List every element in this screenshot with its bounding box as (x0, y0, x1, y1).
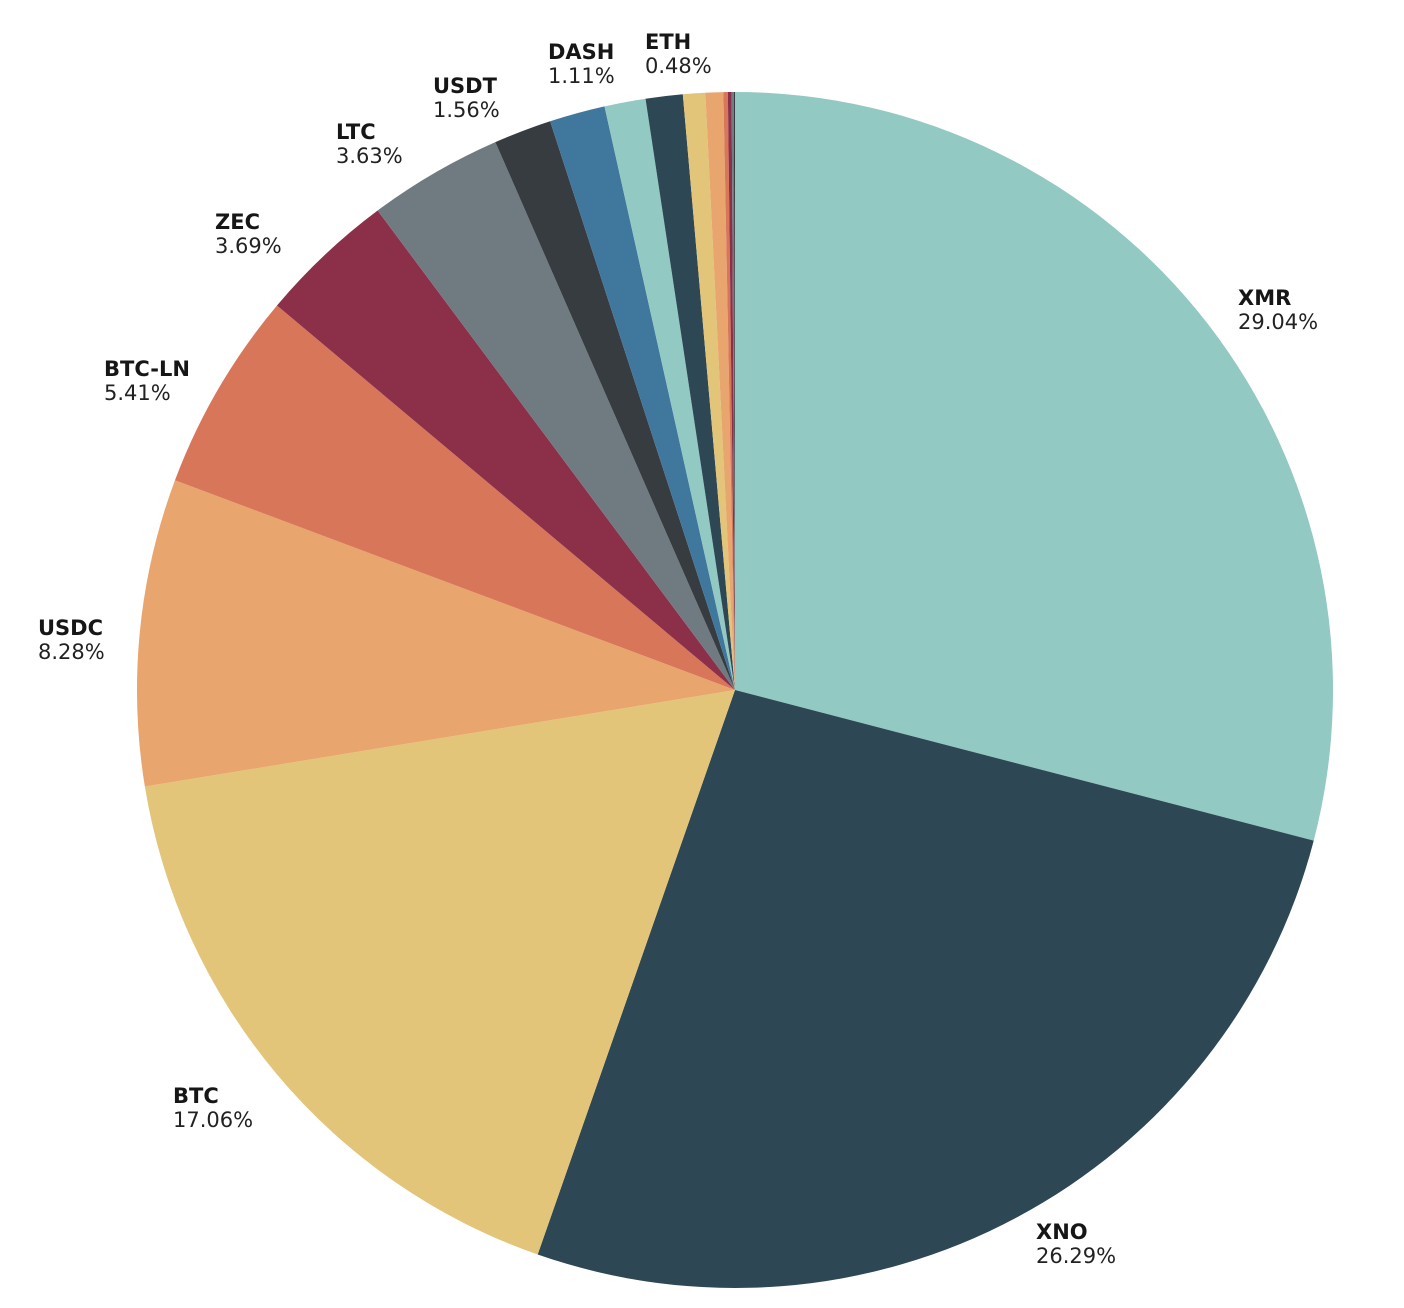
label-dash: DASH 1.11% (548, 40, 615, 88)
label-name: XNO (1036, 1220, 1088, 1244)
pie-slice-usdt (495, 121, 735, 691)
label-percent: 17.06% (173, 1108, 254, 1132)
pie-slice-xmr (735, 92, 1334, 841)
label-name: USDT (433, 74, 497, 98)
label-btc: BTC 17.06% (173, 1084, 253, 1132)
pie-slice-other-16 (733, 91, 735, 690)
pie-slice-other-10 (645, 94, 735, 690)
pie-slice-usdc (137, 480, 736, 787)
label-name: LTC (336, 120, 376, 144)
label-percent: 3.63% (336, 144, 403, 168)
pie-slice-zec (276, 210, 735, 690)
pie-slice-other-8 (550, 106, 735, 690)
label-percent: 26.29% (1036, 1244, 1117, 1268)
label-name: BTC (173, 1084, 219, 1108)
pie-slice-other-11 (682, 92, 735, 691)
label-name: ZEC (215, 210, 260, 234)
pie-slice-btc-ln (174, 305, 736, 690)
label-percent: 1.56% (433, 98, 500, 122)
pie-slice-eth (705, 92, 735, 691)
pie-slice-other-15 (731, 92, 735, 690)
label-percent: 8.28% (38, 640, 105, 664)
label-name: DASH (548, 40, 615, 64)
pie-slice-dash (604, 98, 735, 691)
label-eth: ETH 0.48% (645, 30, 712, 78)
label-zec: ZEC 3.69% (215, 210, 282, 258)
label-name: BTC-LN (104, 357, 190, 381)
pie-slice-other-14 (727, 92, 735, 690)
label-xmr: XMR 29.04% (1238, 286, 1318, 334)
pie-slice-xno (537, 690, 1314, 1288)
pie-slice-btc (144, 690, 736, 1255)
pie-slice-other-13 (723, 92, 735, 691)
label-usdt: USDT 1.56% (433, 74, 500, 122)
label-percent: 0.48% (645, 54, 712, 78)
label-name: ETH (645, 30, 692, 54)
label-percent: 3.69% (215, 234, 282, 258)
label-name: XMR (1238, 286, 1292, 310)
label-ltc: LTC 3.63% (336, 120, 403, 168)
label-usdc: USDC 8.28% (38, 616, 105, 664)
label-name: USDC (38, 616, 104, 640)
label-percent: 29.04% (1238, 310, 1319, 334)
label-percent: 1.11% (548, 64, 615, 88)
label-btc-ln: BTC-LN 5.41% (104, 357, 190, 405)
label-xno: XNO 26.29% (1036, 1220, 1116, 1268)
label-percent: 5.41% (104, 381, 171, 405)
pie-slice-ltc (377, 142, 735, 690)
